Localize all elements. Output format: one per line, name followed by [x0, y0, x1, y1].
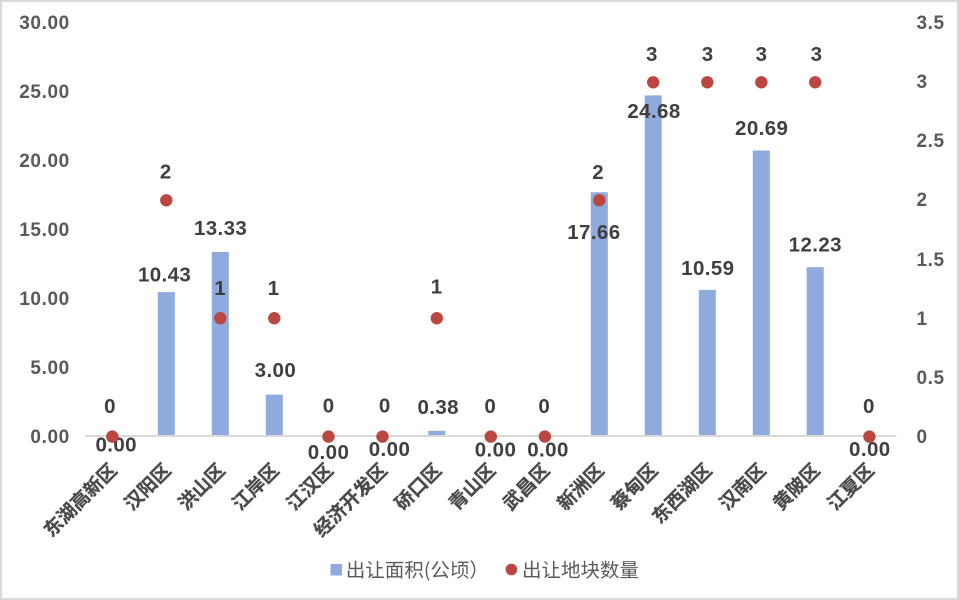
svg-text:3.00: 3.00 — [255, 359, 297, 382]
svg-text:2: 2 — [917, 190, 928, 211]
svg-text:3: 3 — [811, 43, 823, 66]
svg-text:0.00: 0.00 — [475, 438, 517, 461]
svg-text:2: 2 — [592, 161, 604, 184]
svg-text:0.38: 0.38 — [417, 396, 459, 419]
svg-text:3: 3 — [917, 72, 928, 93]
svg-text:10.00: 10.00 — [19, 289, 70, 310]
svg-text:0: 0 — [323, 395, 335, 418]
svg-text:13.33: 13.33 — [194, 217, 247, 240]
svg-text:0: 0 — [863, 395, 875, 418]
svg-text:0: 0 — [484, 395, 496, 418]
svg-text:0.00: 0.00 — [308, 441, 350, 464]
svg-text:0.00: 0.00 — [369, 438, 411, 461]
svg-text:1.5: 1.5 — [917, 250, 945, 271]
svg-text:10.43: 10.43 — [138, 263, 191, 286]
svg-text:0: 0 — [379, 395, 391, 418]
svg-text:1: 1 — [268, 277, 280, 300]
svg-text:0.5: 0.5 — [917, 368, 945, 389]
svg-text:0: 0 — [104, 395, 116, 418]
svg-text:12.23: 12.23 — [789, 234, 842, 257]
svg-text:24.68: 24.68 — [627, 100, 680, 123]
svg-text:15.00: 15.00 — [19, 220, 70, 241]
svg-text:2: 2 — [160, 161, 172, 184]
svg-text:0: 0 — [538, 395, 550, 418]
svg-text:0.00: 0.00 — [527, 438, 569, 461]
svg-text:2.5: 2.5 — [917, 131, 945, 152]
svg-text:30.00: 30.00 — [19, 13, 70, 34]
svg-text:17.66: 17.66 — [567, 221, 620, 244]
svg-text:1: 1 — [431, 275, 443, 298]
svg-text:0.00: 0.00 — [30, 427, 69, 448]
svg-text:3.5: 3.5 — [917, 13, 945, 34]
svg-text:3: 3 — [756, 43, 768, 66]
svg-text:0.00: 0.00 — [849, 438, 891, 461]
svg-text:1: 1 — [214, 277, 226, 300]
svg-text:3: 3 — [702, 43, 714, 66]
svg-text:20.69: 20.69 — [735, 117, 788, 140]
svg-text:20.00: 20.00 — [19, 151, 70, 172]
svg-text:0: 0 — [917, 427, 928, 448]
svg-text:3: 3 — [646, 43, 658, 66]
svg-text:5.00: 5.00 — [30, 358, 69, 379]
svg-text:1: 1 — [917, 309, 928, 330]
svg-text:10.59: 10.59 — [681, 257, 734, 280]
svg-text:25.00: 25.00 — [19, 82, 70, 103]
svg-text:0.00: 0.00 — [95, 433, 137, 456]
